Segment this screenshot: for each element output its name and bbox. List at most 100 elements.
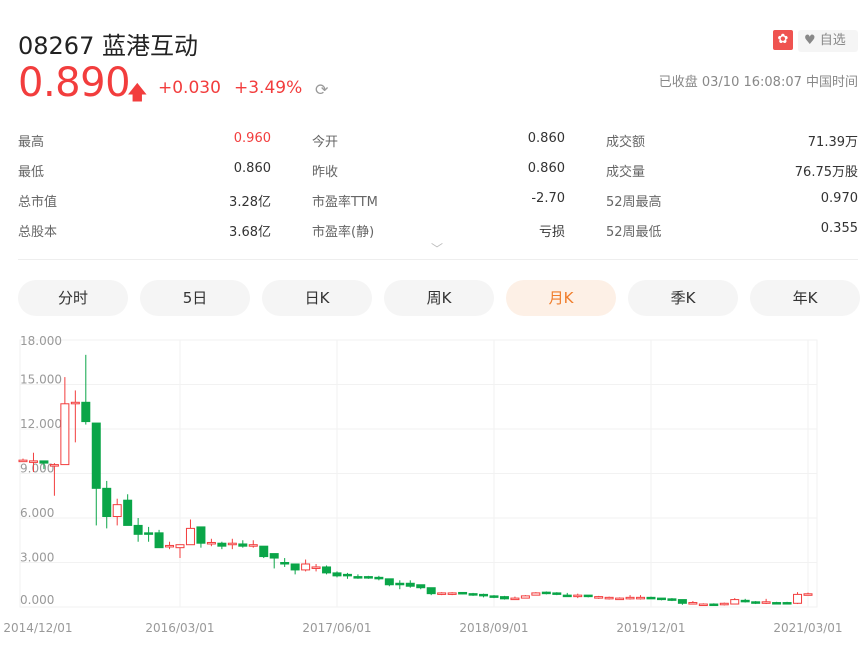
stat-value: 0.860	[527, 130, 565, 146]
current-price: 0.890	[18, 60, 131, 106]
price-change: +0.030	[158, 78, 221, 98]
candle-down	[395, 582, 405, 586]
candle-down	[468, 593, 478, 596]
period-tabs: 分时 5日 日K 周K 月K 季K 年K	[18, 280, 860, 316]
candle-down	[238, 543, 248, 547]
candle-down	[154, 532, 164, 549]
candle-up	[594, 596, 604, 599]
hk-market-badge-icon: ✿	[773, 30, 793, 50]
stat-label: 52周最低	[606, 224, 662, 240]
y-tick-label: 12.000	[20, 417, 62, 431]
candle-up	[227, 542, 237, 546]
y-tick-label: 18.000	[20, 334, 62, 348]
stat-label: 今开	[312, 134, 339, 150]
candle-down	[499, 596, 509, 600]
x-tick-label: 2016/03/01	[145, 621, 214, 635]
stat-item: 昨收 0.860	[312, 161, 565, 180]
candle-down	[782, 602, 792, 605]
tab-6[interactable]: 年K	[750, 280, 860, 316]
candle-up	[49, 464, 59, 467]
candle-down	[332, 572, 342, 577]
refresh-icon[interactable]: ⟳	[315, 80, 329, 99]
add-favorite-button[interactable]: ♥ 自选	[798, 30, 858, 52]
candle-up	[636, 596, 646, 600]
candle-up	[688, 602, 698, 605]
heart-icon: ♥	[804, 33, 816, 48]
stat-label: 总股本	[18, 224, 58, 240]
x-tick-label: 2021/03/01	[773, 621, 842, 635]
candle-down	[772, 602, 782, 605]
stat-item: 市盈率TTM -2.70	[312, 191, 565, 210]
tab-4[interactable]: 月K	[506, 280, 616, 316]
stat-item: 总股本 3.68亿	[18, 221, 271, 240]
candle-down	[552, 592, 562, 595]
stat-item: 成交额 71.39万	[606, 131, 858, 150]
stats-grid: 最高 0.960 今开 0.860 成交额 71.39万 最低 0.860 昨收 0.860 成交量…	[18, 125, 858, 245]
candle-down	[740, 599, 750, 603]
y-tick-label: 6.000	[20, 506, 54, 520]
stat-value: -2.70	[531, 190, 565, 206]
x-tick-label: 2019/12/01	[616, 621, 685, 635]
candle-down	[123, 499, 133, 526]
candle-up	[625, 596, 635, 600]
stat-label: 成交额	[606, 134, 646, 150]
stat-value: 3.68亿	[229, 224, 271, 240]
tab-2[interactable]: 日K	[262, 280, 372, 316]
x-tick-label: 2017/06/01	[302, 621, 371, 635]
tab-5[interactable]: 季K	[628, 280, 738, 316]
stats-row: 最高 0.960 今开 0.860 成交额 71.39万	[18, 125, 858, 155]
candle-down	[656, 597, 666, 601]
candle-up	[311, 566, 321, 569]
candle-down	[81, 401, 91, 423]
candle-down	[353, 576, 363, 579]
divider	[18, 259, 858, 260]
candle-down	[541, 591, 551, 595]
candle-up	[531, 592, 541, 596]
stat-value: 0.860	[527, 160, 565, 176]
stats-row: 总股本 3.68亿 市盈率(静) 亏损 52周最低 0.355	[18, 215, 858, 245]
stock-title: 08267 蓝港互动	[18, 32, 198, 60]
stat-item: 成交量 76.75万股	[606, 161, 858, 180]
stat-label: 成交量	[606, 164, 646, 180]
candle-up	[803, 593, 813, 596]
tab-1[interactable]: 5日	[140, 280, 250, 316]
stat-item: 最低 0.860	[18, 161, 271, 180]
candle-down	[583, 594, 593, 598]
candle-down	[416, 584, 426, 589]
stat-label: 最低	[18, 164, 45, 180]
candle-down	[646, 596, 656, 600]
candle-up	[698, 603, 708, 607]
tab-3[interactable]: 周K	[384, 280, 494, 316]
stat-item: 52周最高 0.970	[606, 191, 858, 210]
candle-down	[133, 524, 143, 535]
candle-down	[322, 566, 332, 574]
up-arrow-icon: 🡅	[127, 80, 148, 104]
candle-down	[217, 542, 227, 547]
stat-value: 0.970	[820, 190, 858, 206]
candle-down	[458, 591, 468, 595]
candle-down	[342, 573, 352, 577]
candle-down	[479, 593, 489, 597]
stat-value: 亏损	[538, 224, 565, 240]
stat-item: 52周最低 0.355	[606, 221, 858, 240]
stat-item: 最高 0.960	[18, 131, 271, 150]
candle-down	[374, 576, 384, 580]
candle-down	[426, 587, 436, 595]
expand-chevron-icon[interactable]: ﹀	[431, 242, 444, 256]
stat-label: 昨收	[312, 164, 339, 180]
tab-0[interactable]: 分时	[18, 280, 128, 316]
candle-up	[175, 544, 185, 549]
candle-up	[730, 599, 740, 605]
candle-up	[301, 563, 311, 571]
candle-down	[259, 545, 269, 558]
candle-up	[112, 504, 122, 518]
candle-up	[70, 401, 80, 405]
candle-up	[18, 459, 28, 463]
candle-up	[437, 592, 447, 595]
candle-down	[39, 460, 49, 464]
candle-up	[520, 595, 530, 599]
candle-up	[447, 592, 457, 595]
candle-up	[185, 527, 195, 546]
x-tick-label: 2018/09/01	[459, 621, 528, 635]
